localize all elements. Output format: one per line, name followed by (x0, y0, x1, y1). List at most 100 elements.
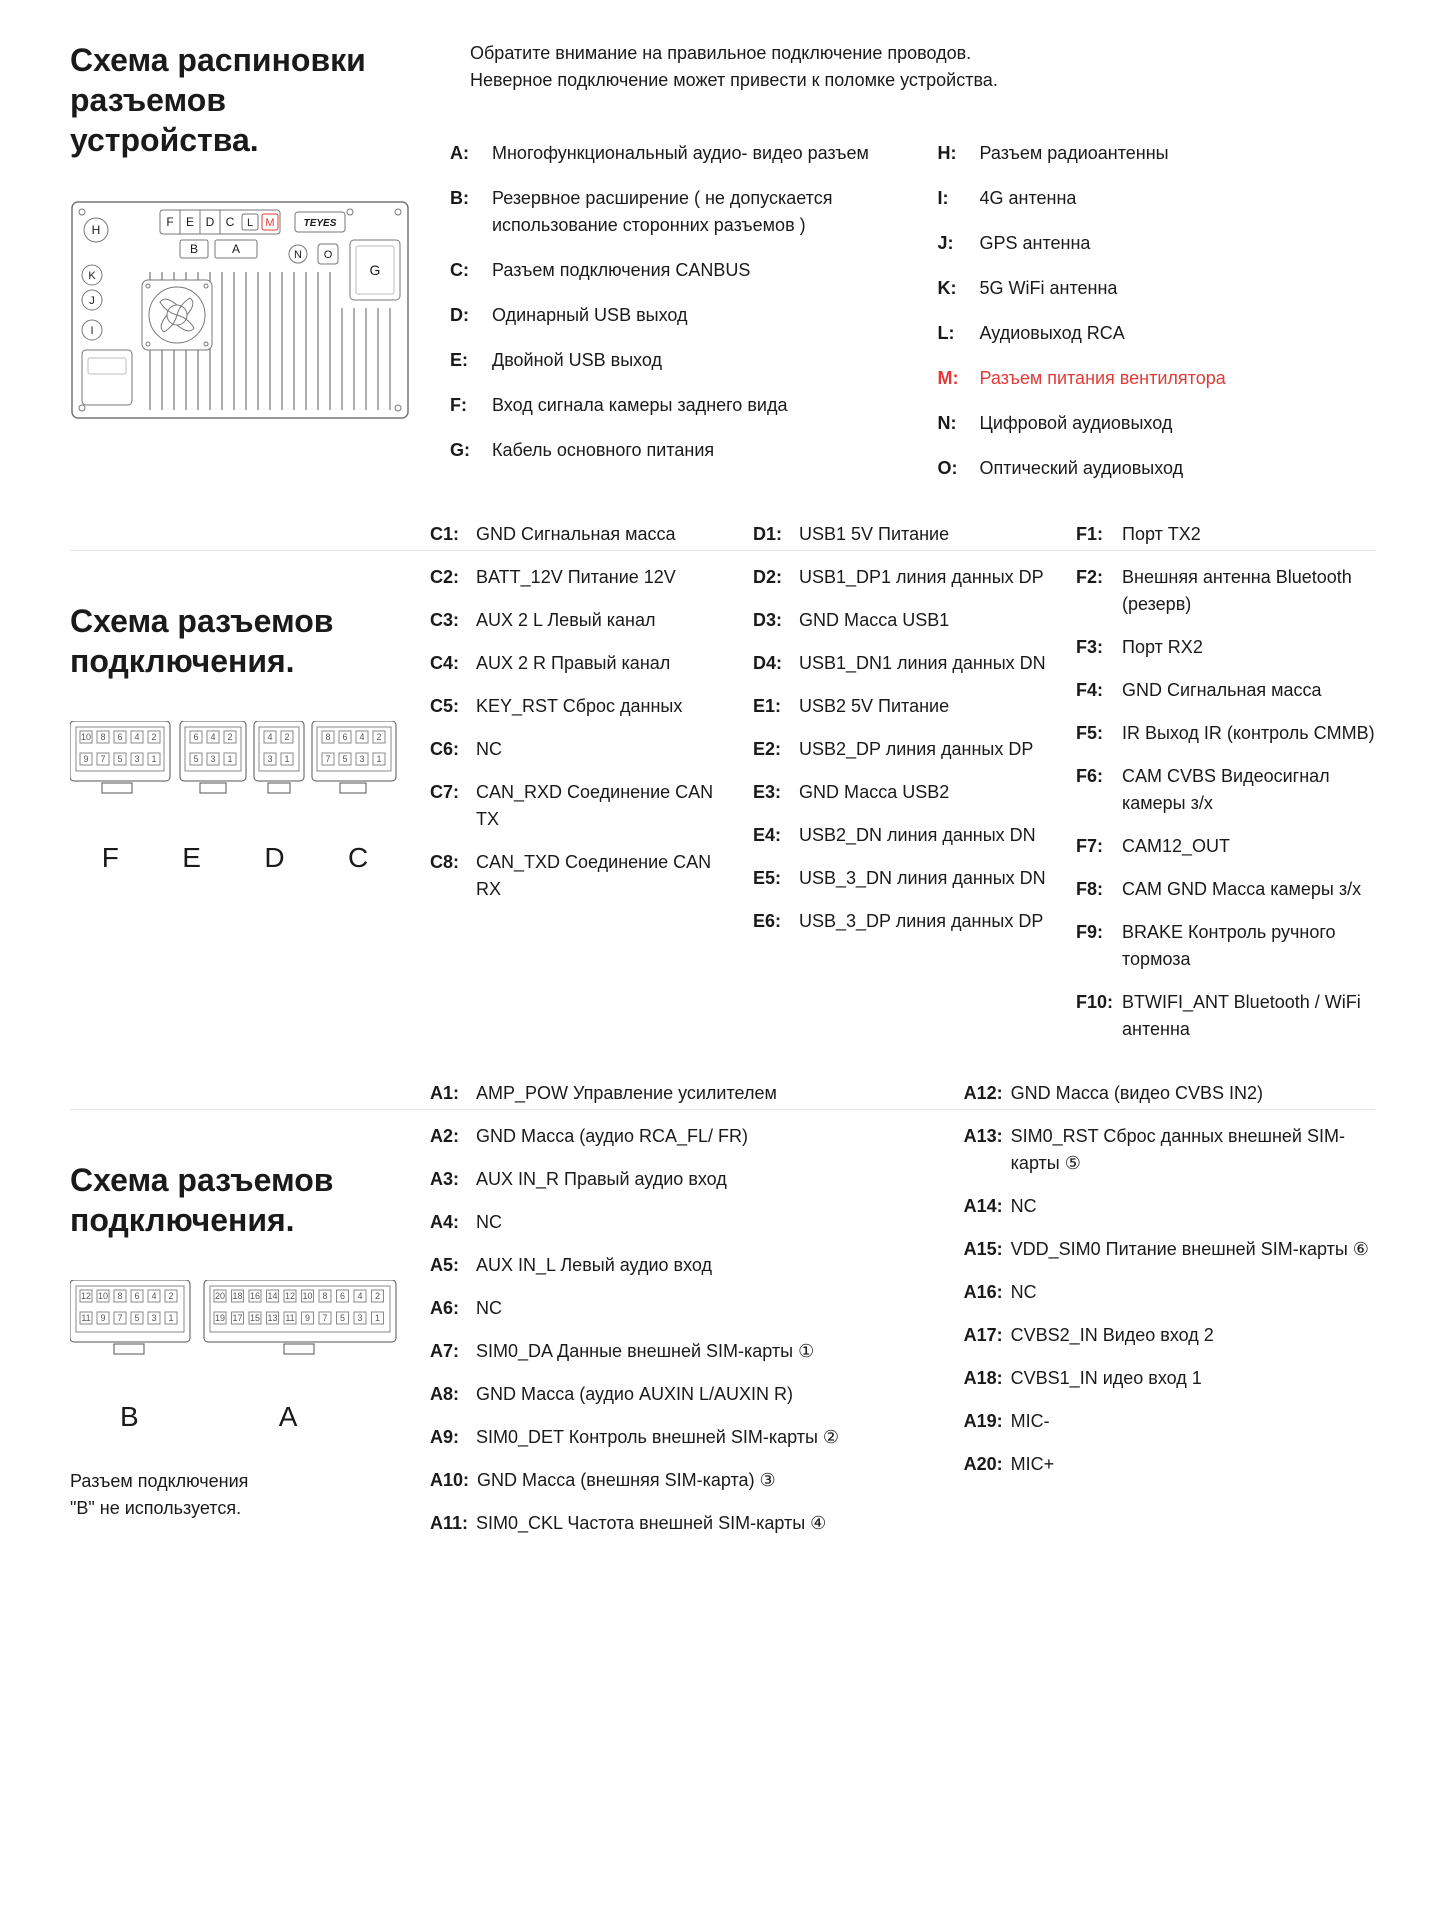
svg-text:20: 20 (215, 1291, 225, 1301)
pin-row: D3:GND Масса USB1 (753, 607, 1052, 634)
pin-row: A16:NC (964, 1279, 1375, 1306)
pin-row: A8:GND Масса (аудио AUXIN L/AUXIN R) (430, 1381, 924, 1408)
svg-text:J: J (89, 295, 95, 307)
svg-text:18: 18 (232, 1291, 242, 1301)
svg-text:10: 10 (98, 1291, 108, 1301)
section3-title: Схема разъемов подключения. (70, 1160, 400, 1240)
svg-text:10: 10 (81, 732, 91, 742)
svg-text:17: 17 (232, 1313, 242, 1323)
svg-text:6: 6 (117, 732, 122, 742)
svg-text:12: 12 (285, 1291, 295, 1301)
def-row: G:Кабель основного питания (450, 437, 888, 464)
pin-row: A7:SIM0_DA Данные внешней SIM-карты ① (430, 1338, 924, 1365)
svg-text:4: 4 (134, 732, 139, 742)
def-row: N:Цифровой аудиовыход (938, 410, 1376, 437)
section1-title: Схема распиновки разъемов устройства. (70, 40, 400, 160)
pin-row: A11:SIM0_CKL Частота внешней SIM-карты ④ (430, 1510, 924, 1537)
svg-text:4: 4 (359, 732, 364, 742)
svg-text:6: 6 (340, 1291, 345, 1301)
svg-text:4: 4 (210, 732, 215, 742)
svg-text:3: 3 (134, 754, 139, 764)
section2-pins: C1:GND Сигнальная масса C2:BATT_12V Питан… (430, 521, 1375, 1059)
svg-text:I: I (90, 325, 93, 337)
svg-text:16: 16 (250, 1291, 260, 1301)
section-pinout: Схема распиновки разъемов устройства. Об… (70, 40, 1375, 500)
def-row: O:Оптический аудиовыход (938, 455, 1376, 482)
svg-text:3: 3 (357, 1313, 362, 1323)
svg-text:K: K (88, 270, 96, 282)
pin-row: D2:USB1_DP1 линия данных DP (753, 564, 1052, 591)
svg-text:7: 7 (100, 754, 105, 764)
pin-row: D1:USB1 5V Питание (753, 521, 1052, 548)
pin-row: C3:AUX 2 L Левый канал (430, 607, 729, 634)
pin-row: A6:NC (430, 1295, 924, 1322)
svg-text:7: 7 (325, 754, 330, 764)
pin-row: A18:CVBS1_IN идео вход 1 (964, 1365, 1375, 1392)
device-diagram: F E D C L M B A N O TEYES (70, 200, 410, 428)
def-row: B:Резервное расширение ( не допускается … (450, 185, 888, 239)
svg-text:6: 6 (193, 732, 198, 742)
svg-text:TEYES: TEYES (304, 218, 337, 229)
svg-text:5: 5 (134, 1313, 139, 1323)
section1-warning: Обратите внимание на правильное подключе… (470, 40, 998, 94)
svg-text:1: 1 (375, 1313, 380, 1323)
pin-row: A19:MIC- (964, 1408, 1375, 1435)
svg-text:H: H (92, 223, 101, 237)
pin-row: C4:AUX 2 R Правый канал (430, 650, 729, 677)
svg-text:11: 11 (81, 1313, 90, 1323)
svg-text:10: 10 (302, 1291, 312, 1301)
section-connectors-fedc: Схема разъемов подключения. 10864297531 (70, 601, 1375, 1059)
svg-text:1: 1 (376, 754, 381, 764)
pin-row: A10:GND Масса (внешняя SIM-карта) ③ (430, 1467, 924, 1494)
pin-row: A9:SIM0_DET Контроль внешней SIM-карты ② (430, 1424, 924, 1451)
pin-row: F5:IR Выход IR (контроль CMMB) (1076, 720, 1375, 747)
svg-text:12: 12 (81, 1291, 91, 1301)
pin-row: C1:GND Сигнальная масса (430, 521, 729, 548)
def-row: L:Аудиовыход RCA (938, 320, 1376, 347)
def-row: I:4G антенна (938, 185, 1376, 212)
pin-row: C6:NC (430, 736, 729, 763)
pin-row: C2:BATT_12V Питание 12V (430, 564, 729, 591)
svg-text:6: 6 (134, 1291, 139, 1301)
svg-text:2: 2 (284, 732, 289, 742)
svg-text:M: M (265, 217, 274, 229)
pin-row: C5:KEY_RST Сброс данных (430, 693, 729, 720)
svg-text:9: 9 (100, 1313, 105, 1323)
pin-row: E4:USB2_DN линия данных DN (753, 822, 1052, 849)
connector-labels-fedc: F E D C (70, 837, 400, 879)
pin-row: A2:GND Масса (аудио RCA_FL/ FR) (430, 1123, 924, 1150)
def-row: J:GPS антенна (938, 230, 1376, 257)
svg-text:9: 9 (83, 754, 88, 764)
def-row: D:Одинарный USB выход (450, 302, 888, 329)
section2-title: Схема разъемов подключения. (70, 601, 400, 681)
svg-text:19: 19 (215, 1313, 225, 1323)
pin-row: A4:NC (430, 1209, 924, 1236)
pin-row: C8:CAN_TXD Соединение CAN RX (430, 849, 729, 903)
svg-text:4: 4 (151, 1291, 156, 1301)
connectors-ba-diagram: 121086421197531 201816141210864219171513… (70, 1280, 400, 1522)
svg-text:G: G (370, 262, 381, 278)
pin-row: F3:Порт RX2 (1076, 634, 1375, 661)
section3-note: Разъем подключения "В" не используется. (70, 1468, 400, 1522)
pin-row: A12:GND Масса (видео CVBS IN2) (964, 1080, 1375, 1107)
svg-text:5: 5 (340, 1313, 345, 1323)
pin-row: E3:GND Масса USB2 (753, 779, 1052, 806)
pin-row: A17:CVBS2_IN Видео вход 2 (964, 1322, 1375, 1349)
pin-row: F6:CAM CVBS Видеосигнал камеры з/х (1076, 763, 1375, 817)
pin-row: C7:CAN_RXD Соединение CAN TX (430, 779, 729, 833)
svg-text:15: 15 (250, 1313, 260, 1323)
pin-row: E1:USB2 5V Питание (753, 693, 1052, 720)
svg-text:L: L (247, 217, 253, 229)
pin-row: A13:SIM0_RST Сброс данных внешней SIM-ка… (964, 1123, 1375, 1177)
pin-row: E2:USB2_DP линия данных DP (753, 736, 1052, 763)
svg-text:3: 3 (151, 1313, 156, 1323)
pin-row: A20:MIC+ (964, 1451, 1375, 1478)
section-connectors-ba: Схема разъемов подключения. 121086421197… (70, 1160, 1375, 1553)
svg-text:3: 3 (210, 754, 215, 764)
svg-text:B: B (190, 242, 198, 256)
svg-text:O: O (324, 249, 333, 261)
svg-text:E: E (186, 215, 194, 229)
def-row: K:5G WiFi антенна (938, 275, 1376, 302)
pin-row: F1:Порт TX2 (1076, 521, 1375, 548)
connector-labels-ba: B A (70, 1396, 400, 1438)
